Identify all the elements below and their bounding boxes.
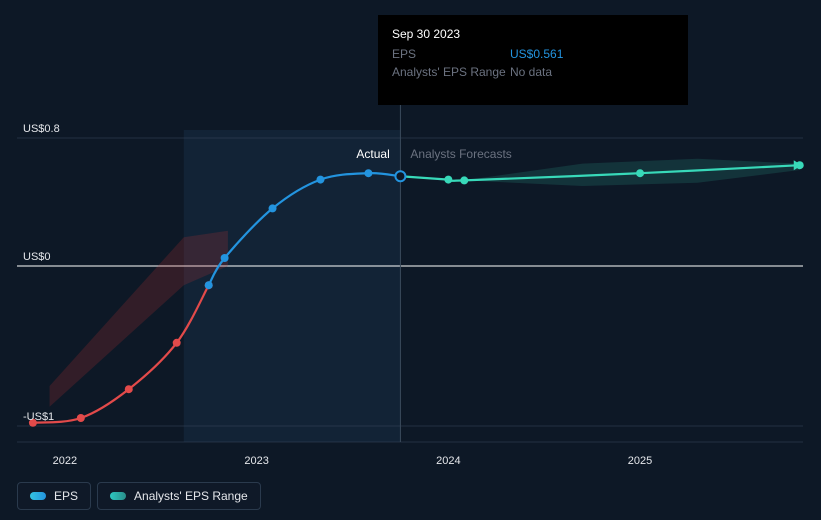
- legend: EPS Analysts' EPS Range: [17, 482, 261, 510]
- y-axis-label: US$0.8: [23, 123, 60, 135]
- legend-swatch-icon: [110, 492, 126, 500]
- eps-forecast-point[interactable]: [636, 169, 644, 177]
- eps-neg-point[interactable]: [173, 339, 181, 347]
- forecast-label: Analysts Forecasts: [410, 147, 511, 161]
- legend-item[interactable]: Analysts' EPS Range: [97, 482, 261, 510]
- hover-tooltip: Sep 30 2023 EPSUS$0.561Analysts' EPS Ran…: [378, 15, 688, 105]
- eps-range-forecast: [464, 159, 799, 186]
- tooltip-row: Analysts' EPS RangeNo data: [392, 63, 674, 81]
- x-axis-label: 2025: [628, 455, 652, 467]
- legend-swatch-icon: [30, 492, 46, 500]
- tooltip-value: US$0.561: [510, 45, 563, 63]
- legend-label: EPS: [54, 489, 78, 503]
- legend-label: Analysts' EPS Range: [134, 489, 248, 503]
- eps-neg-line: [33, 285, 209, 423]
- eps-pos-point[interactable]: [316, 176, 324, 184]
- legend-item[interactable]: EPS: [17, 482, 91, 510]
- eps-neg-point[interactable]: [77, 414, 85, 422]
- y-axis-label: US$0: [23, 251, 51, 263]
- x-axis-label: 2024: [436, 455, 460, 467]
- tooltip-label: Analysts' EPS Range: [392, 63, 510, 81]
- tooltip-value: No data: [510, 63, 552, 81]
- eps-forecast-point[interactable]: [460, 176, 468, 184]
- tooltip-date: Sep 30 2023: [392, 25, 674, 43]
- eps-pos-point[interactable]: [221, 254, 229, 262]
- x-axis-label: 2023: [244, 455, 268, 467]
- eps-neg-point[interactable]: [125, 385, 133, 393]
- eps-forecast-point[interactable]: [444, 176, 452, 184]
- x-axis-label: 2022: [53, 455, 77, 467]
- y-axis-label: -US$1: [23, 411, 54, 423]
- actual-label: Actual: [356, 147, 389, 161]
- tooltip-row: EPSUS$0.561: [392, 45, 674, 63]
- eps-pos-point[interactable]: [269, 204, 277, 212]
- hover-marker[interactable]: [395, 171, 405, 181]
- eps-pos-point[interactable]: [205, 281, 213, 289]
- tooltip-label: EPS: [392, 45, 510, 63]
- eps-pos-point[interactable]: [364, 169, 372, 177]
